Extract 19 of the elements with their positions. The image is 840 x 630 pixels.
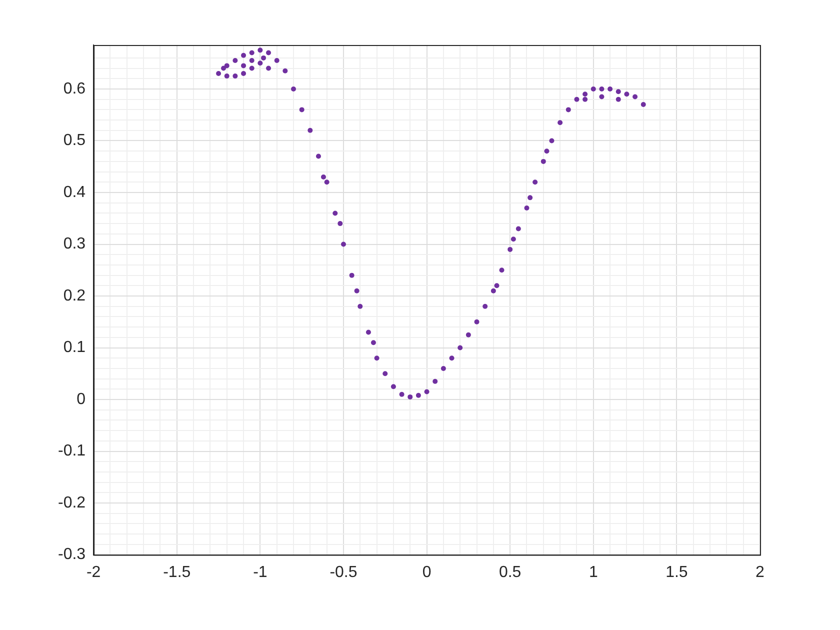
y-tick-label: 0.3 <box>63 236 86 253</box>
x-tick-label: 0 <box>422 564 432 581</box>
x-tick-label: -1 <box>253 564 268 581</box>
y-tick-label: 0.4 <box>63 184 86 201</box>
x-tick-label: 1.5 <box>666 564 688 581</box>
y-tick-label: 0.2 <box>63 287 86 304</box>
x-tick-label: -1.5 <box>163 564 191 581</box>
y-tick-label: 0 <box>76 390 86 408</box>
y-tick-label: 0.5 <box>63 132 86 150</box>
y-tick-label: 0.6 <box>63 80 86 98</box>
x-tick-label: 0.5 <box>498 564 522 581</box>
x-tick-label: 1 <box>588 564 598 581</box>
y-tick-label: -0.2 <box>58 494 86 512</box>
y-tick-label: -0.1 <box>58 442 86 460</box>
x-tick-label: -2 <box>86 564 101 581</box>
x-tick-label: -0.5 <box>330 564 358 581</box>
x-tick-label: 2 <box>756 564 765 581</box>
y-tick-label: -0.3 <box>58 546 86 564</box>
y-tick-label: 0.1 <box>63 339 86 356</box>
